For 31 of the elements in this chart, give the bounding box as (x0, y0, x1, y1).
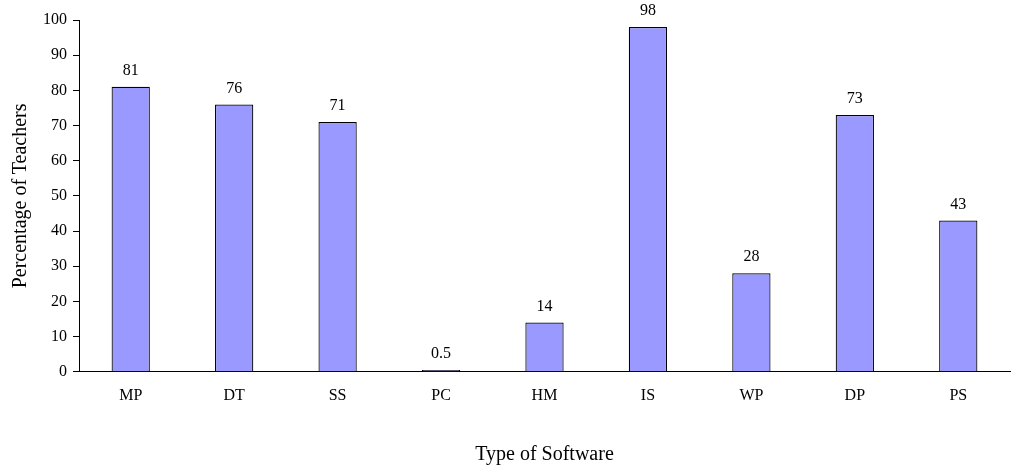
y-tick-label: 50 (51, 186, 67, 204)
data-label: 81 (122, 61, 139, 79)
y-tick-label: 10 (51, 326, 67, 344)
y-tick-label: 60 (51, 150, 67, 168)
data-label: 28 (743, 247, 760, 265)
x-tick-label: SS (328, 385, 347, 403)
x-axis-title: Type of Software (475, 442, 614, 466)
data-label: 71 (329, 96, 346, 114)
x-tick-label: PC (431, 385, 451, 403)
y-tick-label: 70 (51, 115, 67, 133)
y-tick-label: 90 (51, 45, 67, 63)
data-label: 14 (536, 296, 553, 314)
y-tick-label: 20 (51, 291, 67, 309)
x-tick-label: MP (119, 385, 143, 403)
y-tick-label: 0 (59, 362, 67, 379)
x-tick-label: IS (640, 385, 656, 403)
data-label: 98 (639, 1, 656, 19)
x-tick-label: HM (531, 385, 558, 403)
y-tick-label: 40 (51, 221, 67, 239)
y-tick-label: 100 (43, 10, 67, 28)
x-tick-label: PS (949, 385, 968, 403)
y-tick-label: 30 (51, 256, 67, 274)
data-label: 76 (226, 78, 243, 96)
x-tick-label: WP (739, 385, 764, 403)
data-label: 0.5 (431, 344, 452, 362)
data-label: 73 (846, 89, 863, 107)
x-tick-label: DP (844, 385, 866, 403)
x-tick-label: DT (223, 385, 246, 403)
y-axis-title: Percentage of Teachers (8, 103, 32, 289)
data-label: 43 (950, 194, 967, 212)
y-tick-label: 80 (51, 80, 67, 98)
